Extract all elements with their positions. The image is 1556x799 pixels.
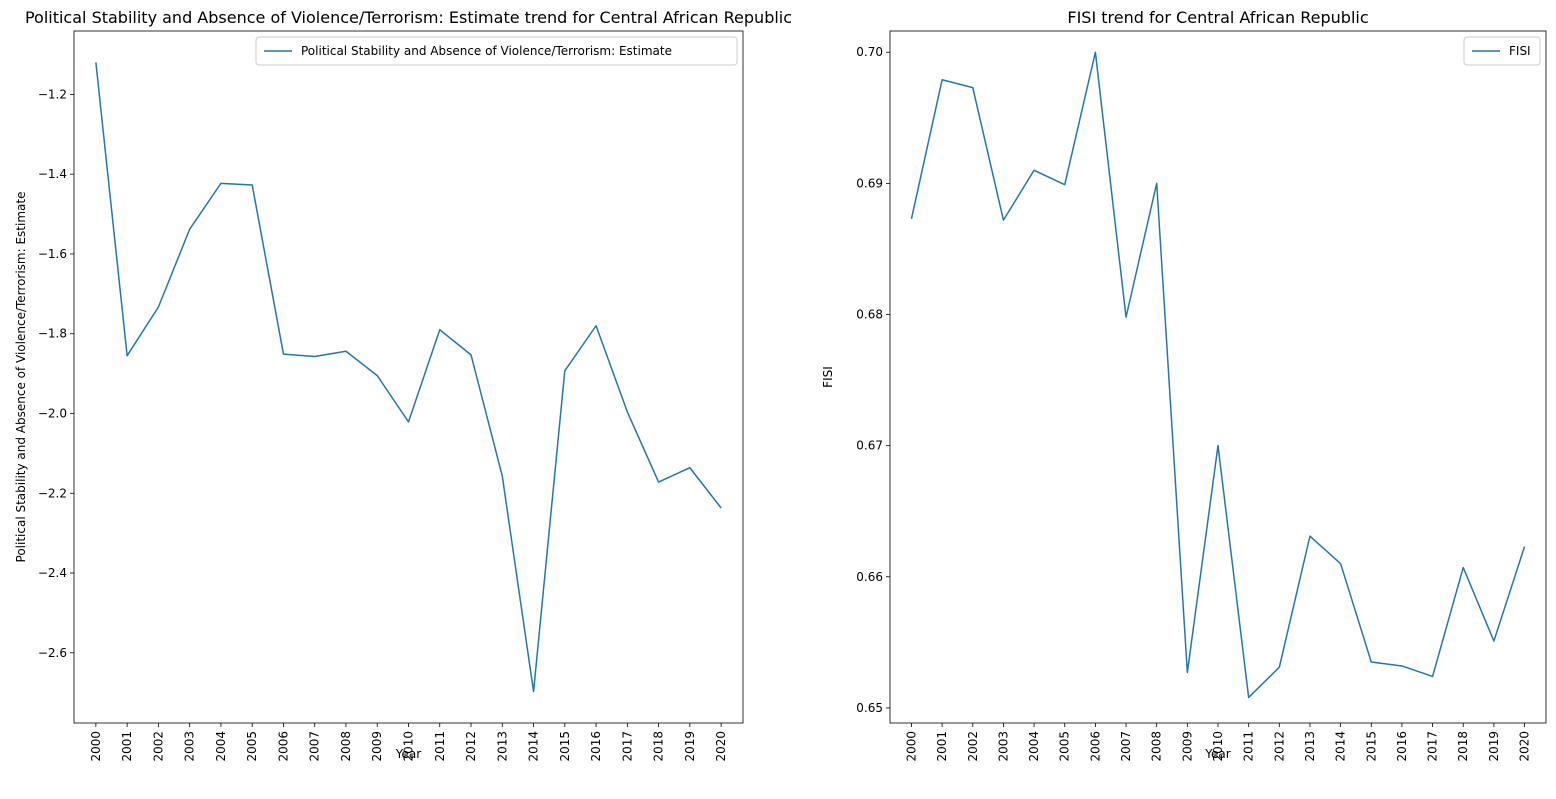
x-tick-label: 2014 — [1334, 731, 1348, 762]
y-tick-label: −1.8 — [38, 327, 67, 341]
y-tick-label: −2.2 — [38, 486, 67, 500]
y-tick-label: −2.6 — [38, 646, 67, 660]
legend-label: FISI — [1509, 44, 1531, 58]
x-tick-label: 2004 — [214, 731, 228, 762]
x-tick-label: 2009 — [370, 731, 384, 762]
legend-label: Political Stability and Absence of Viole… — [301, 44, 672, 58]
legend-box — [1463, 36, 1541, 66]
x-tick-label: 2007 — [308, 731, 322, 762]
x-tick-label: 2006 — [276, 731, 290, 762]
x-tick-label: 2006 — [1088, 731, 1102, 762]
x-tick-label: 2010 — [402, 731, 416, 762]
x-tick-label: 2005 — [1058, 731, 1072, 762]
x-axis-ticks: 2000 2001 2002 2003 2004 2005 2006 2007 2008 2009… — [904, 723, 1532, 762]
x-tick-label: 2011 — [1242, 731, 1256, 762]
legend: FISI — [1463, 36, 1541, 66]
series-line — [95, 62, 722, 693]
y-tick-label: −1.4 — [38, 167, 67, 181]
x-tick-label: 2007 — [1119, 731, 1133, 762]
chart-title: FISI trend for Central African Republic — [1067, 8, 1368, 27]
legend-box — [255, 36, 738, 66]
x-tick-label: 2013 — [495, 731, 509, 762]
x-tick-label: 2005 — [245, 731, 259, 762]
plot-lines — [95, 62, 722, 693]
x-tick-label: 2020 — [714, 731, 728, 762]
y-tick-label: 0.70 — [856, 45, 883, 59]
x-tick-label: 2018 — [652, 731, 666, 762]
x-tick-label: 2012 — [464, 731, 478, 762]
y-tick-label: −1.2 — [38, 87, 67, 101]
x-tick-label: 2012 — [1272, 731, 1286, 762]
y-tick-label: −2.0 — [38, 406, 67, 420]
x-axis-label: Year — [395, 747, 421, 761]
x-tick-label: 2001 — [120, 731, 134, 762]
x-tick-label: 2000 — [904, 731, 918, 762]
series-line — [910, 51, 1526, 699]
x-tick-label: 2015 — [1364, 731, 1378, 762]
y-axis-label: FISI — [821, 366, 835, 388]
y-tick-label: −2.4 — [38, 566, 67, 580]
x-axis-label: Year — [1204, 747, 1230, 761]
chart-title: Political Stability and Absence of Viole… — [25, 8, 792, 27]
x-tick-label: 2011 — [433, 731, 447, 762]
y-tick-label: −1.6 — [38, 247, 67, 261]
x-tick-label: 2001 — [935, 731, 949, 762]
x-tick-label: 2019 — [1487, 731, 1501, 762]
y-tick-label: 0.69 — [856, 176, 883, 190]
x-tick-label: 2013 — [1303, 731, 1317, 762]
plot-frame — [889, 30, 1547, 724]
x-tick-label: 2000 — [89, 731, 103, 762]
y-tick-label: 0.65 — [856, 701, 883, 715]
x-tick-label: 2019 — [683, 731, 697, 762]
x-tick-label: 2017 — [620, 731, 634, 762]
x-tick-label: 2010 — [1211, 731, 1225, 762]
x-tick-label: 2002 — [151, 731, 165, 762]
x-tick-label: 2009 — [1180, 731, 1194, 762]
y-axis-ticks: 0.65 0.66 0.67 0.68 0.69 0.70 — [856, 45, 890, 715]
x-tick-label: 2003 — [996, 731, 1010, 762]
x-tick-label: 2016 — [589, 731, 603, 762]
y-tick-label: 0.66 — [856, 570, 883, 584]
chart-political-stability: Political Stability and Absence of Viole… — [14, 8, 792, 762]
plot-frame — [73, 30, 744, 724]
y-tick-label: 0.68 — [856, 308, 883, 322]
x-axis-ticks: 2000 2001 2002 2003 2004 2005 2006 2007 2008 2009… — [89, 723, 728, 762]
y-axis-label: Political Stability and Absence of Viole… — [14, 192, 28, 563]
x-tick-label: 2004 — [1027, 731, 1041, 762]
y-tick-label: 0.67 — [856, 439, 883, 453]
x-tick-label: 2020 — [1518, 731, 1532, 762]
x-tick-label: 2017 — [1426, 731, 1440, 762]
x-tick-label: 2016 — [1395, 731, 1409, 762]
legend: Political Stability and Absence of Viole… — [255, 36, 738, 66]
x-tick-label: 2002 — [966, 731, 980, 762]
x-tick-label: 2003 — [183, 731, 197, 762]
x-tick-label: 2008 — [1150, 731, 1164, 762]
chart-fisi: FISI trend for Central African Republic … — [821, 8, 1547, 762]
x-tick-label: 2014 — [527, 731, 541, 762]
y-axis-ticks: −1.2 −1.4 −1.6 −1.8 −2.0 −2.2 −2.4 −2.6 — [38, 87, 74, 660]
x-tick-label: 2008 — [339, 731, 353, 762]
x-tick-label: 2018 — [1456, 731, 1470, 762]
x-tick-label: 2015 — [558, 731, 572, 762]
plot-lines — [910, 51, 1526, 699]
